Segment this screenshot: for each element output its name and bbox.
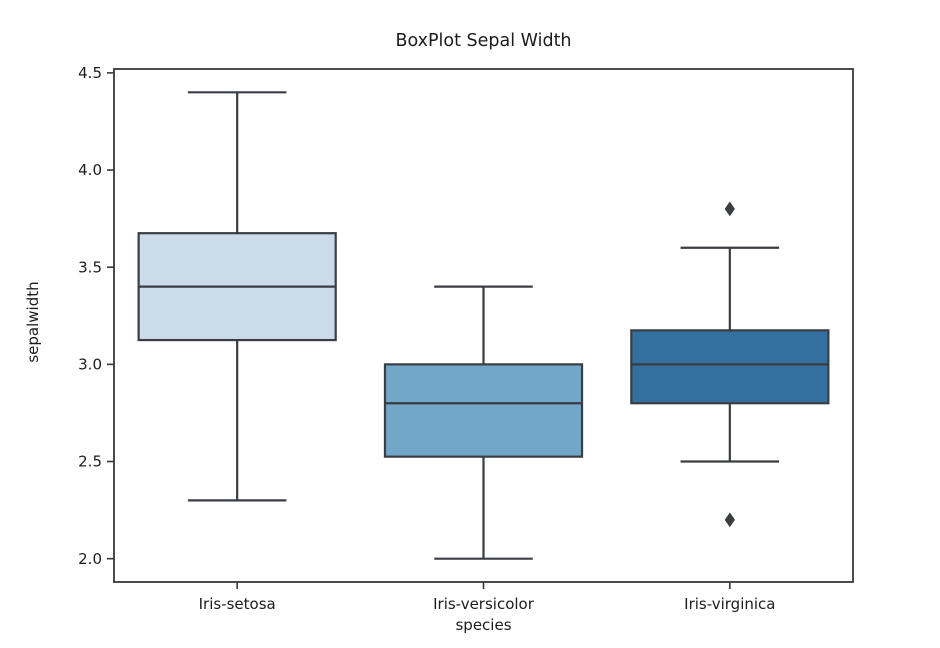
y-tick-label: 3.0 [78,356,102,374]
y-tick-label: 4.5 [78,64,102,82]
box-Iris-virginica [630,329,830,405]
x-tick-label: Iris-virginica [684,595,775,613]
chart-title: BoxPlot Sepal Width [395,31,572,51]
y-tick-label: 3.5 [78,258,102,276]
x-tick-label: Iris-setosa [199,595,276,613]
outlier-marker-Iris-virginica [724,201,735,217]
box-Iris-versicolor [383,363,584,458]
y-tick-label: 2.0 [78,550,102,568]
y-tick-label: 2.5 [78,453,102,471]
x-tick-label: Iris-versicolor [433,595,535,613]
x-axis-label: species [455,616,512,634]
y-tick-label: 4.0 [78,161,102,179]
y-axis-label: sepalwidth [24,281,42,363]
outlier-marker-Iris-virginica [724,512,735,528]
